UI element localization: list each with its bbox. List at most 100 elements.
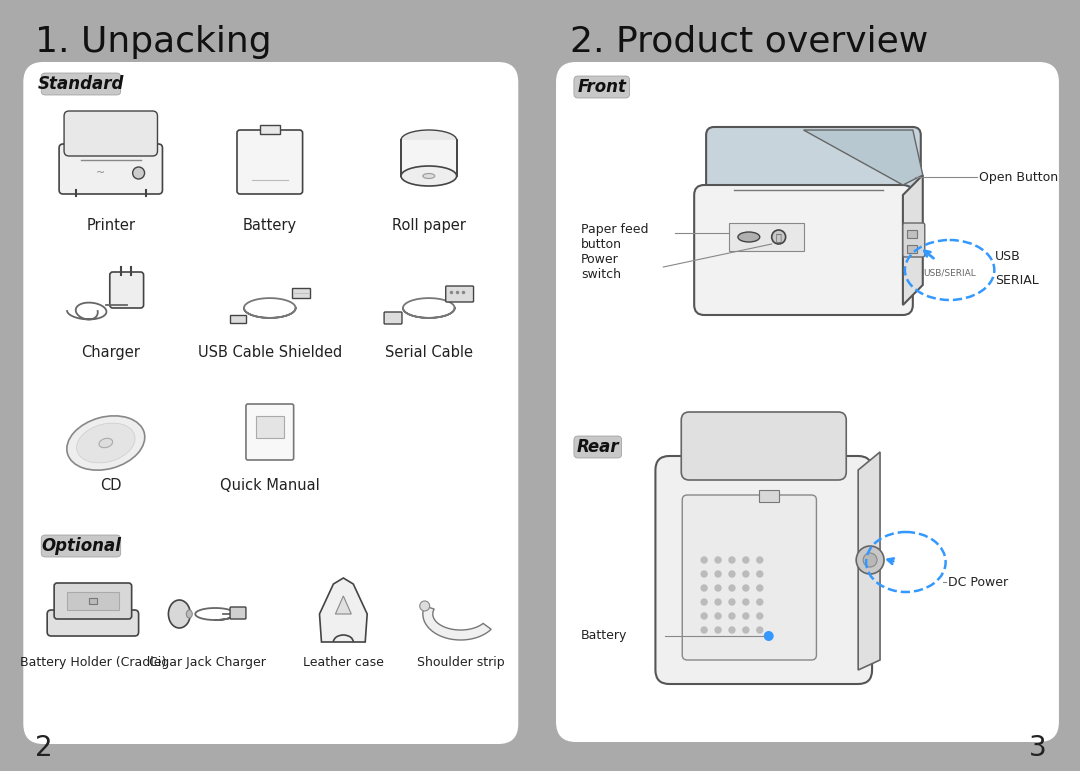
FancyBboxPatch shape [656,456,872,684]
Text: ~: ~ [96,168,106,178]
Text: SERIAL: SERIAL [996,274,1039,287]
Bar [907,230,917,238]
Text: Serial Cable: Serial Cable [384,345,473,360]
Text: USB/SERIAL: USB/SERIAL [923,268,976,278]
Text: Roll paper: Roll paper [392,218,465,233]
Circle shape [715,585,721,591]
Text: CD: CD [100,478,122,493]
Text: DC Power: DC Power [947,575,1008,588]
Bar [67,592,119,610]
Circle shape [420,601,430,611]
FancyBboxPatch shape [573,436,622,458]
Circle shape [729,613,734,619]
Polygon shape [804,130,922,185]
FancyBboxPatch shape [446,286,473,302]
FancyBboxPatch shape [681,412,847,480]
Circle shape [701,599,707,605]
Text: USB Cable Shielded: USB Cable Shielded [198,345,342,360]
Ellipse shape [738,232,759,242]
Circle shape [743,599,748,605]
Polygon shape [903,175,922,305]
Circle shape [757,585,762,591]
Circle shape [856,546,885,574]
FancyBboxPatch shape [110,272,144,308]
Ellipse shape [77,423,135,463]
FancyBboxPatch shape [54,583,132,619]
FancyBboxPatch shape [41,73,121,95]
Text: Battery Holder (Cradle): Battery Holder (Cradle) [19,656,166,669]
FancyBboxPatch shape [706,127,921,218]
Text: Quick Manual: Quick Manual [220,478,320,493]
Bar [89,598,97,604]
FancyBboxPatch shape [59,144,162,194]
FancyBboxPatch shape [903,223,924,257]
Text: USB: USB [996,251,1021,264]
Circle shape [743,613,748,619]
Circle shape [701,571,707,577]
Bar [256,416,284,438]
Text: 1. Unpacking: 1. Unpacking [36,25,272,59]
Ellipse shape [168,600,190,628]
Ellipse shape [423,173,435,179]
Bar [260,125,280,134]
Circle shape [757,627,762,633]
Circle shape [757,613,762,619]
Text: 3: 3 [1029,734,1047,762]
Text: 2. Product overview: 2. Product overview [570,25,928,59]
Polygon shape [423,606,491,640]
FancyBboxPatch shape [48,610,138,636]
Polygon shape [859,452,880,670]
Circle shape [757,571,762,577]
Bar [401,140,457,176]
Circle shape [715,627,721,633]
Ellipse shape [67,416,145,470]
Text: Battery: Battery [581,629,627,642]
Circle shape [743,627,748,633]
Text: Shoulder strip: Shoulder strip [417,656,504,669]
FancyBboxPatch shape [384,312,402,324]
Text: Charger: Charger [81,345,140,360]
Ellipse shape [401,130,457,150]
Polygon shape [336,596,351,614]
FancyBboxPatch shape [246,404,294,460]
Text: Power
switch: Power switch [581,253,621,281]
Ellipse shape [99,438,112,448]
Text: Battery: Battery [243,218,297,233]
Text: Leather case: Leather case [302,656,383,669]
Circle shape [701,557,707,563]
Circle shape [772,230,785,244]
Circle shape [715,571,721,577]
FancyBboxPatch shape [230,607,246,619]
Ellipse shape [401,166,457,186]
FancyBboxPatch shape [237,130,302,194]
FancyBboxPatch shape [573,76,630,98]
FancyBboxPatch shape [24,62,518,744]
Circle shape [701,585,707,591]
FancyBboxPatch shape [64,111,158,156]
Circle shape [764,631,773,641]
FancyBboxPatch shape [683,495,816,660]
Text: Paper feed
button: Paper feed button [581,223,648,251]
Circle shape [715,557,721,563]
Circle shape [743,571,748,577]
Polygon shape [320,578,367,642]
Circle shape [743,585,748,591]
Text: Rear: Rear [577,438,619,456]
Circle shape [757,599,762,605]
Circle shape [729,571,734,577]
Text: Standard: Standard [38,75,124,93]
Circle shape [701,627,707,633]
Circle shape [715,613,721,619]
Text: Cigar Jack Charger: Cigar Jack Charger [149,656,266,669]
Bar [230,315,246,323]
Text: 2: 2 [36,734,53,762]
Circle shape [757,557,762,563]
Circle shape [863,553,877,567]
Bar [759,490,779,502]
FancyBboxPatch shape [694,185,913,315]
Circle shape [729,599,734,605]
Text: Open Button: Open Button [980,170,1058,183]
Circle shape [729,557,734,563]
Text: Front: Front [577,78,626,96]
Circle shape [701,613,707,619]
